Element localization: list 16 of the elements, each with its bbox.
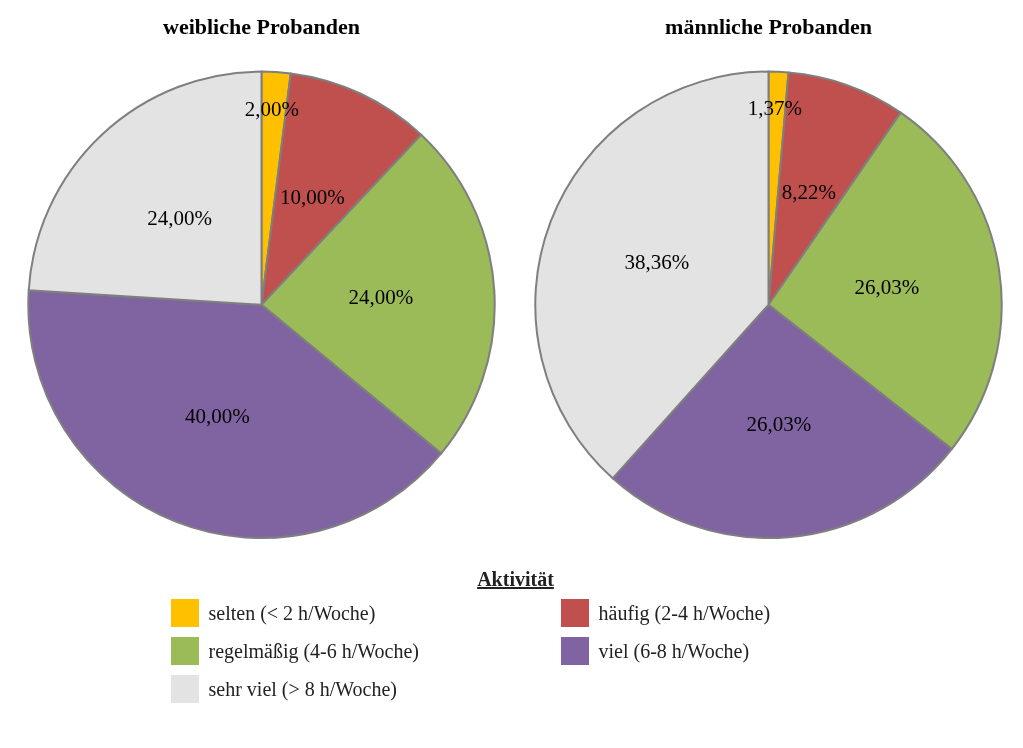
data-label: 10,00% [280,184,345,209]
chart-title: männliche Probanden [665,13,872,39]
legend-label: sehr viel (> 8 h/Woche) [208,677,397,701]
data-label: 38,36% [624,250,690,275]
legend-title: Aktivität [477,568,554,591]
legend-label: regelmäßig (4-6 h/Woche) [208,639,420,663]
legend-label: viel (6-8 h/Woche) [598,639,750,663]
data-label: 8,22% [781,180,836,205]
legend-label: häufig (2-4 h/Woche) [598,601,771,625]
data-label: 24,00% [147,205,212,230]
data-label: 24,00% [348,285,414,310]
data-label: 40,00% [185,404,250,429]
legend-label: selten (< 2 h/Woche) [208,601,376,625]
data-label: 26,03% [854,274,920,299]
data-label: 26,03% [746,411,812,436]
chart-title: weibliche Probanden [162,13,361,39]
